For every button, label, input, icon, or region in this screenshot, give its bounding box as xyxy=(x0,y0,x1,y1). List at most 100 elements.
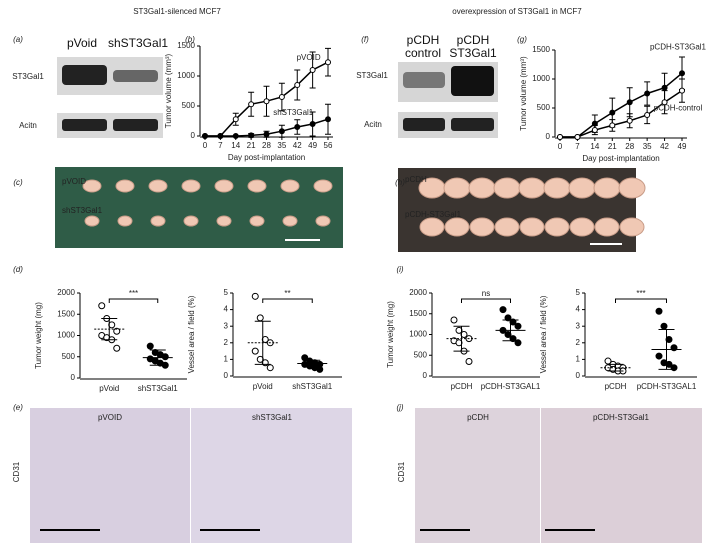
lane-label: pVoid xyxy=(66,36,98,50)
tumor xyxy=(444,217,470,237)
y-tick-label: 3 xyxy=(576,321,581,330)
figure-title: overexpression of ST3Gal1 in MCF7 xyxy=(452,7,582,16)
panel-letter: (f) xyxy=(361,35,369,44)
tumor xyxy=(181,179,201,193)
data-point xyxy=(301,354,309,362)
data-point xyxy=(679,70,685,77)
tumor xyxy=(280,179,300,193)
data-point xyxy=(574,134,581,140)
panel-letter: (j) xyxy=(396,403,403,412)
y-tick-label: 0 xyxy=(191,131,196,140)
y-tick-label: 5 xyxy=(224,288,229,297)
tumor xyxy=(148,179,168,193)
lane-label: pCDH control xyxy=(404,33,442,60)
tumor xyxy=(543,177,571,199)
tumor xyxy=(544,217,570,237)
panel-letter: (h) xyxy=(395,178,405,187)
x-tick-label: 35 xyxy=(277,141,286,150)
panel-letter: (a) xyxy=(13,35,23,44)
x-tick-label: shST3Gal1 xyxy=(292,382,333,391)
x-tick-label: 35 xyxy=(643,142,652,151)
data-point xyxy=(609,109,616,116)
data-point xyxy=(309,67,316,73)
sd-bar xyxy=(254,320,271,365)
y-axis-label: Vessel area / field (%) xyxy=(539,295,548,373)
data-point xyxy=(217,133,224,139)
tumor xyxy=(468,177,496,199)
blot-band xyxy=(403,72,445,88)
y-tick-label: 4 xyxy=(576,305,581,314)
tumor xyxy=(183,215,199,227)
row-label: CD31 xyxy=(397,461,406,482)
y-tick-label: 1000 xyxy=(57,331,75,340)
data-point xyxy=(278,94,285,100)
tumor xyxy=(216,215,232,227)
panel-letter: (g) xyxy=(517,35,527,44)
data-point xyxy=(251,347,259,355)
ihc-label: pCDH-ST3Gal1 xyxy=(593,413,650,422)
x-tick-label: pCDH xyxy=(451,382,473,391)
data-point xyxy=(644,90,651,97)
panel-letter: (e) xyxy=(13,403,23,412)
tumor xyxy=(117,215,133,227)
y-tick-label: 0 xyxy=(224,371,229,380)
panel-letter: (c) xyxy=(13,178,23,187)
y-tick-label: 0 xyxy=(423,371,428,380)
x-tick-label: 7 xyxy=(575,142,580,151)
data-point xyxy=(660,322,668,330)
tumor xyxy=(518,177,546,199)
series-label: pCDH-control xyxy=(654,104,703,113)
data-point xyxy=(146,342,154,350)
y-tick-label: 0 xyxy=(546,132,551,141)
blot-band xyxy=(113,119,158,131)
row-label: CD31 xyxy=(12,461,21,482)
y-tick-label: 1500 xyxy=(532,45,550,54)
series-line xyxy=(560,89,683,138)
row-label: ST3Gal1 xyxy=(356,71,388,80)
x-tick-label: pCDH-ST3GAL1 xyxy=(637,382,697,391)
series-line xyxy=(560,72,683,138)
ihc-image xyxy=(415,408,540,543)
x-tick-label: 56 xyxy=(324,141,333,150)
tumor xyxy=(469,217,495,237)
panel-letter: (d) xyxy=(13,265,23,274)
data-point xyxy=(316,365,324,373)
data-point xyxy=(504,314,512,322)
x-tick-label: 21 xyxy=(247,141,256,150)
blot-band xyxy=(62,119,107,131)
x-tick-label: 0 xyxy=(558,142,563,151)
tumor xyxy=(443,177,471,199)
y-tick-label: 1 xyxy=(224,355,229,364)
row-label: ST3Gal1 xyxy=(12,72,44,81)
x-tick-label: 14 xyxy=(590,142,599,151)
blot-band xyxy=(403,118,445,131)
data-point xyxy=(232,116,239,123)
data-point xyxy=(655,307,663,315)
y-tick-label: 0 xyxy=(576,371,581,380)
y-tick-label: 1000 xyxy=(177,71,195,80)
tumor xyxy=(115,179,135,193)
data-point xyxy=(248,101,255,108)
photo-label: pVOID xyxy=(62,177,86,186)
y-tick-label: 500 xyxy=(182,101,196,110)
blot-band xyxy=(113,70,158,82)
tumor xyxy=(569,217,595,237)
y-axis-label: Tumor weight (mg) xyxy=(386,301,395,368)
tumor xyxy=(619,217,645,237)
blot-band xyxy=(62,65,107,85)
tumor xyxy=(214,179,234,193)
figure-title: ST3Gal1-silenced MCF7 xyxy=(133,7,221,16)
lane-label: pCDH ST3Gal1 xyxy=(449,33,497,60)
x-tick-label: 49 xyxy=(678,142,687,151)
y-tick-label: 1500 xyxy=(177,41,195,50)
photo-label: pCDH-ST3Gal1 xyxy=(405,210,462,219)
series-label: pCDH-ST3Gal1 xyxy=(650,42,707,51)
data-point xyxy=(98,302,106,310)
ihc-image xyxy=(30,408,190,543)
y-tick-label: 1000 xyxy=(532,74,550,83)
significance-label: ** xyxy=(284,289,290,298)
tumor xyxy=(519,217,545,237)
row-label: Acitn xyxy=(364,120,382,129)
x-tick-label: shST3Gal1 xyxy=(138,384,179,393)
significance-bracket xyxy=(108,298,159,303)
